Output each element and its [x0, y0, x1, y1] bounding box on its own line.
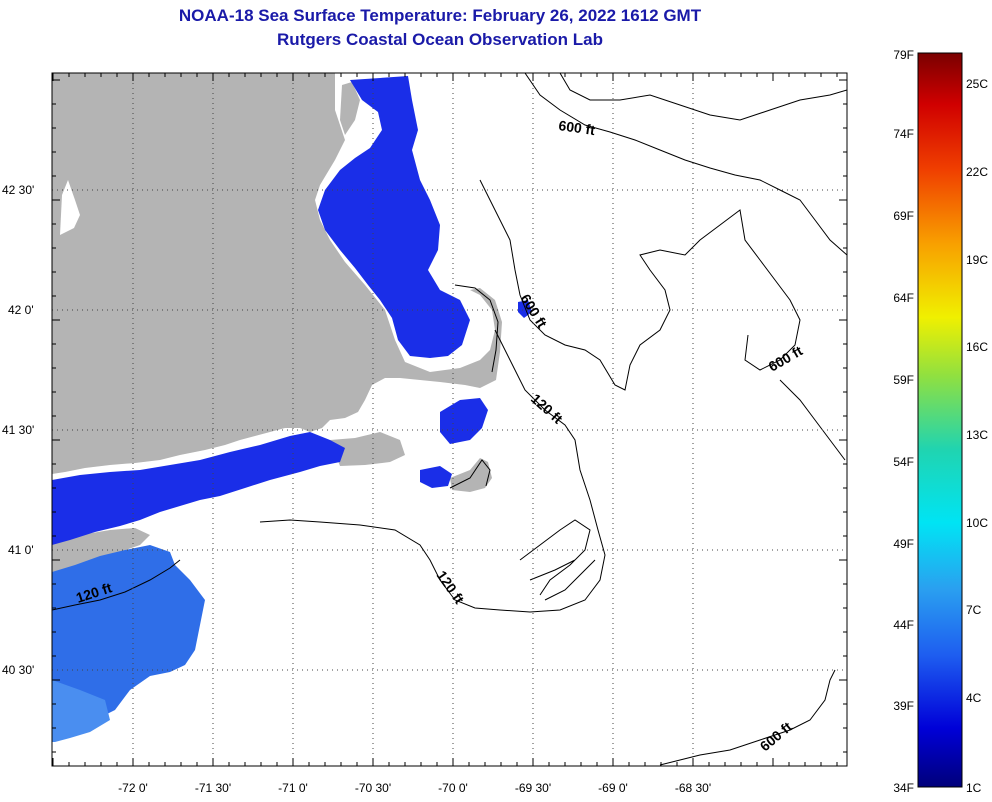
lon-label: -71 30' — [195, 781, 231, 795]
contour-120ft-south — [52, 559, 181, 611]
contour-600ft-north — [524, 73, 847, 256]
colorbar-label-c: 1C — [966, 781, 982, 795]
sst-water-north — [318, 76, 470, 358]
colorbar-label-f: 74F — [893, 127, 914, 141]
sst-water-south-fringe — [52, 680, 110, 742]
colorbar-label-f: 49F — [893, 537, 914, 551]
latitude-labels: 42 30' 42 0' 41 30' 41 0' 40 30' — [2, 183, 34, 677]
colorbar-label-f: 39F — [893, 699, 914, 713]
coastline-north — [454, 284, 499, 373]
sst-water-south — [52, 545, 205, 742]
lon-label: -71 0' — [278, 781, 308, 795]
colorbar-label-c: 4C — [966, 691, 982, 705]
colorbar-label-c: 22C — [966, 165, 988, 179]
colorbar-label-c: 16C — [966, 340, 988, 354]
lon-label: -72 0' — [118, 781, 148, 795]
contour-600ft-east — [779, 379, 846, 461]
land-lower-coast — [52, 528, 150, 574]
lat-label: 41 30' — [2, 423, 34, 437]
colorbar-fahrenheit-labels: 79F 74F 69F 64F 59F 54F 49F 44F 39F 34F — [893, 48, 914, 795]
colorbar-label-c: 25C — [966, 77, 988, 91]
colorbar-label-f: 79F — [893, 48, 914, 62]
colorbar-label-f: 69F — [893, 209, 914, 223]
shoals-cluster — [519, 519, 596, 601]
sst-water-patch-1 — [440, 398, 488, 444]
colorbar-label-f: 34F — [893, 781, 914, 795]
axis-ticks — [52, 73, 847, 766]
colorbar-label-c: 7C — [966, 603, 982, 617]
contour-120ft-shelf — [259, 329, 606, 613]
lon-label: -69 30' — [515, 781, 551, 795]
land-island-large — [450, 458, 492, 492]
sst-water-patch-2 — [420, 466, 452, 488]
lon-label: -68 30' — [675, 781, 711, 795]
map-subtitle: Rutgers Coastal Ocean Observation Lab — [277, 30, 603, 49]
sst-water-southwest — [52, 432, 345, 545]
coastline-island — [449, 459, 491, 489]
lon-label: -69 0' — [598, 781, 628, 795]
temperature-colorbar — [917, 52, 963, 788]
cloud-patch — [60, 180, 80, 235]
land-south-shore — [330, 432, 405, 466]
colorbar-label-f: 54F — [893, 455, 914, 469]
colorbar-label-c: 13C — [966, 428, 988, 442]
longitude-labels: -72 0' -71 30' -71 0' -70 30' -70 0' -69… — [118, 781, 711, 795]
map-title: NOAA-18 Sea Surface Temperature: Februar… — [178, 6, 702, 25]
lat-label: 42 30' — [2, 183, 34, 197]
colorbar-celsius-labels: 25C 22C 19C 16C 13C 10C 7C 4C 1C — [966, 77, 988, 795]
contour-label: 600 ft — [558, 117, 597, 138]
lon-label: -70 0' — [438, 781, 468, 795]
coastline-scotian — [559, 73, 847, 121]
colorbar-label-c: 10C — [966, 516, 988, 530]
contour-600ft-gulf — [479, 179, 801, 391]
sst-water-patch-3 — [518, 300, 532, 318]
lat-label: 41 0' — [8, 543, 34, 557]
map-border — [51, 72, 848, 767]
contour-600ft-se — [659, 669, 836, 766]
colorbar-label-f: 64F — [893, 291, 914, 305]
colorbar-label-f: 59F — [893, 373, 914, 387]
colorbar-label-c: 19C — [966, 253, 988, 267]
lat-label: 40 30' — [2, 663, 34, 677]
land-cape-tip — [340, 82, 360, 135]
lat-label: 42 0' — [8, 303, 34, 317]
land-mainland — [52, 73, 502, 474]
lon-label: -70 30' — [355, 781, 391, 795]
colorbar-label-f: 44F — [893, 618, 914, 632]
